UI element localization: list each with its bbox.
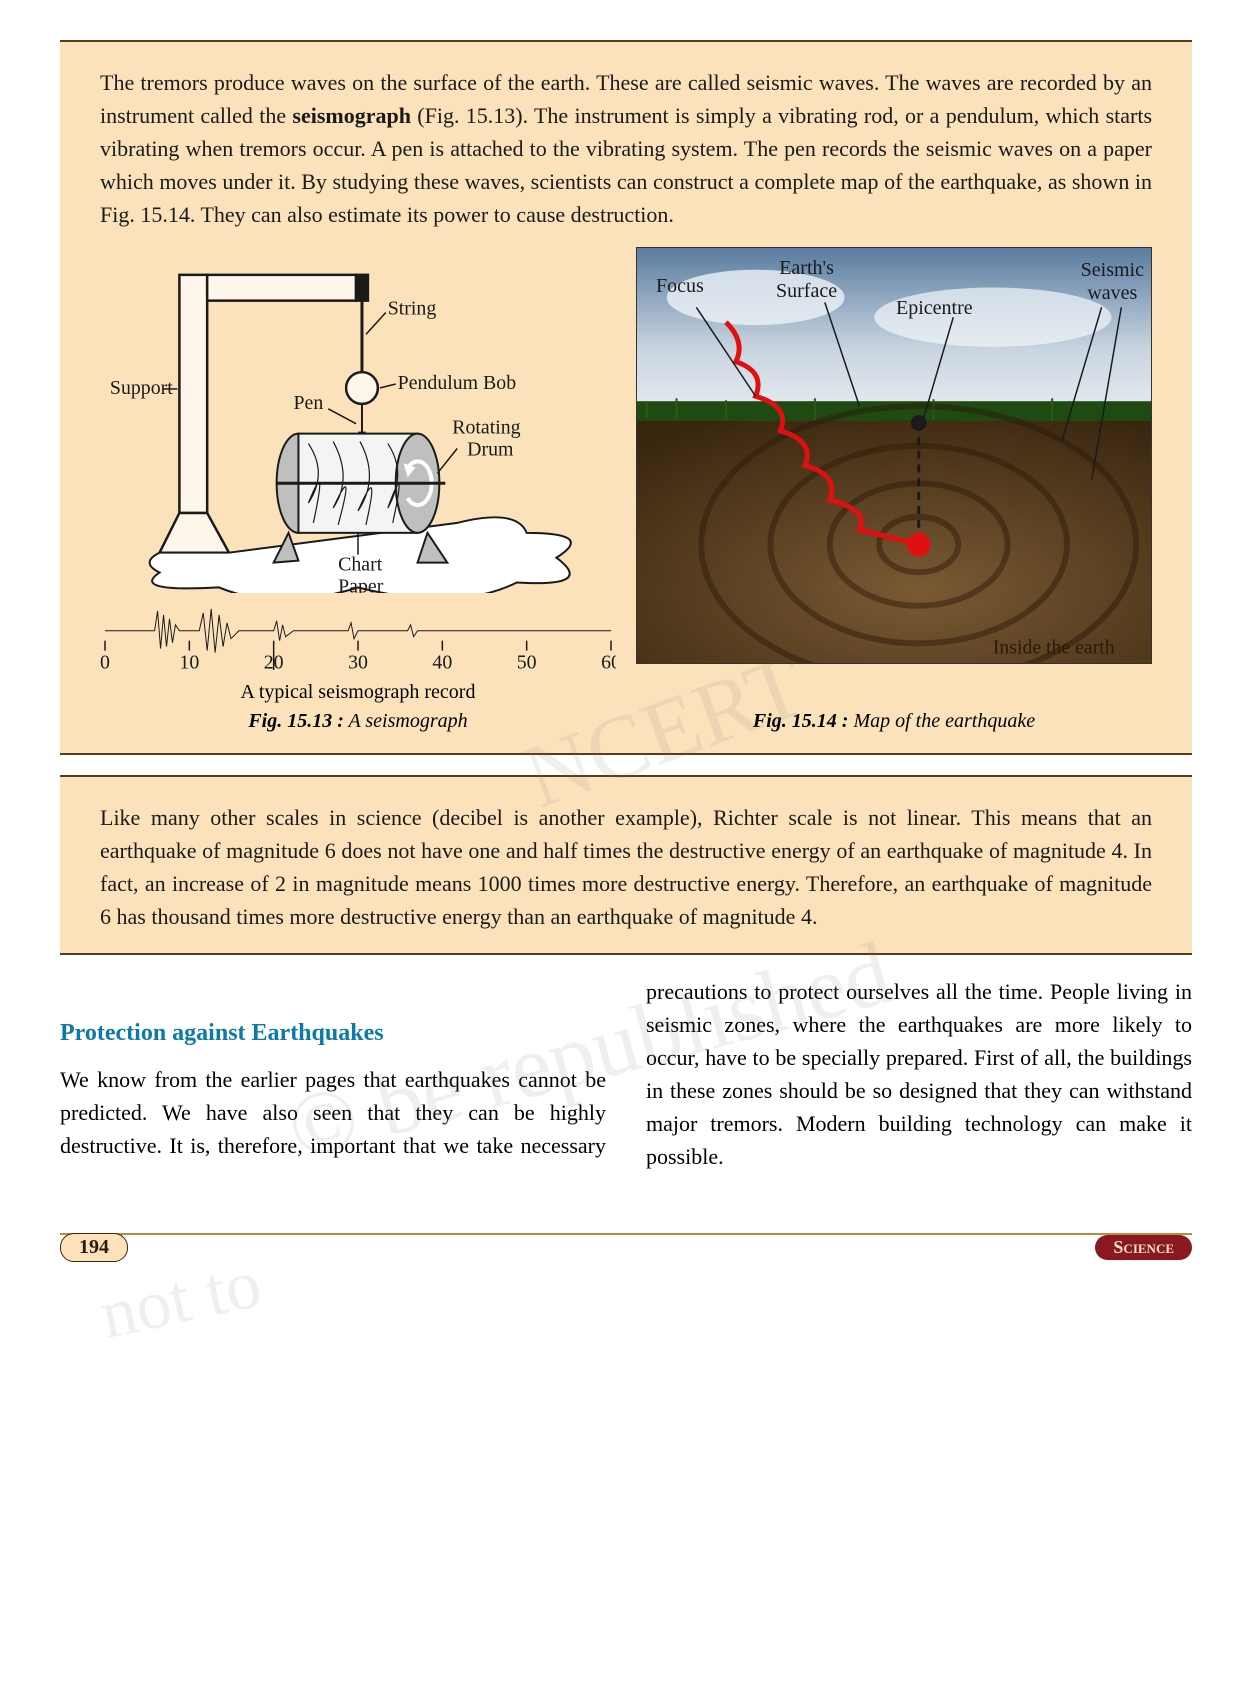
- info-box-richter: Like many other scales in science (decib…: [60, 775, 1192, 955]
- label-support: Support: [110, 377, 173, 399]
- label-chart1: Chart: [338, 554, 383, 576]
- label-bob: Pendulum Bob: [398, 372, 517, 394]
- box1-paragraph: The tremors produce waves on the surface…: [100, 66, 1152, 231]
- svg-text:10: 10: [179, 651, 199, 670]
- page: NCERT © be republished not to The tremor…: [0, 0, 1252, 1292]
- page-footer: 194 Science: [60, 1233, 1192, 1262]
- seismograph-svg: Support String Pen Pendulum Bob Rotating…: [100, 255, 616, 592]
- svg-text:60: 60: [601, 651, 616, 670]
- label-pen: Pen: [294, 392, 324, 414]
- seismograph-record: 0 10 20 30 40 50 60: [100, 601, 616, 670]
- label-inside: Inside the earth: [993, 636, 1115, 658]
- box1-bold: seismograph: [292, 103, 411, 128]
- page-number: 194: [60, 1233, 128, 1262]
- info-box-seismograph: The tremors produce waves on the surface…: [60, 40, 1192, 755]
- label-surface: Earth's Surface: [776, 257, 837, 303]
- svg-text:30: 30: [348, 651, 368, 670]
- subject-badge: Science: [1095, 1235, 1192, 1260]
- label-drum2: Drum: [467, 439, 514, 461]
- label-chart2: Paper: [338, 576, 384, 593]
- label-focus: Focus: [656, 275, 704, 298]
- figure-earthmap: Focus Earth's Surface Epicentre Seismic …: [636, 247, 1152, 733]
- fig-caption-right: Fig. 15.14 : Map of the earthquake: [636, 710, 1152, 733]
- fig-caption-left: Fig. 15.13 : A seismograph: [100, 710, 616, 733]
- label-epicentre: Epicentre: [896, 297, 973, 320]
- figures-row: Support String Pen Pendulum Bob Rotating…: [100, 247, 1152, 733]
- svg-text:50: 50: [517, 651, 537, 670]
- figure-seismograph: Support String Pen Pendulum Bob Rotating…: [100, 255, 616, 733]
- svg-text:40: 40: [432, 651, 452, 670]
- label-seismic: Seismic waves: [1081, 259, 1144, 305]
- label-string: String: [388, 298, 437, 320]
- protection-section: Protection against Earthquakes We know f…: [60, 975, 1192, 1173]
- label-drum1: Rotating: [452, 417, 520, 439]
- box2-paragraph: Like many other scales in science (decib…: [100, 801, 1152, 933]
- svg-text:0: 0: [100, 651, 110, 670]
- section-body: We know from the earlier pages that eart…: [60, 979, 1192, 1169]
- section-heading: Protection against Earthquakes: [60, 1015, 606, 1051]
- record-caption: A typical seismograph record: [100, 681, 616, 704]
- earthmap-svg: Inside the earth: [636, 247, 1152, 664]
